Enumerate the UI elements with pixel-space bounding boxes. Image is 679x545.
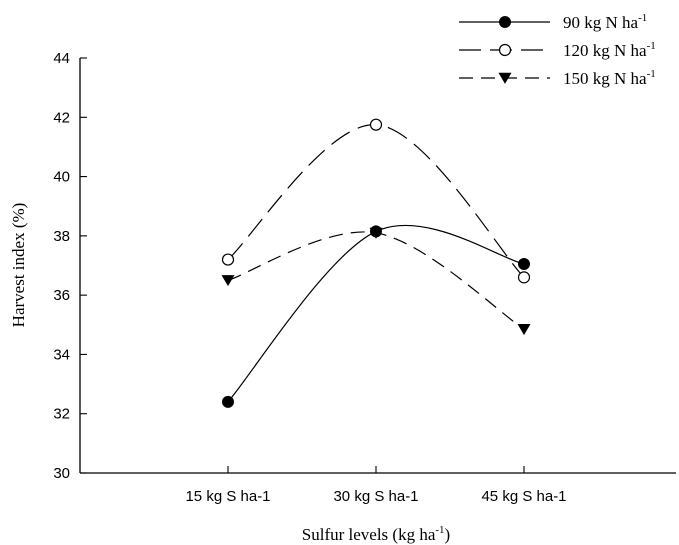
legend-label-3: 150 kg N ha-1 [563,68,656,88]
x-axis-label-sup: -1 [435,524,444,536]
data-point-series-3 [517,324,531,336]
legend-marker-1 [499,16,511,28]
tick-labels: 30 32 34 36 38 40 42 44 15 kg S ha-1 30 kg S ha-1… [53,50,566,505]
data-point-series-1 [222,395,234,408]
data-point-series-1 [518,258,530,271]
legend-label-1: 90 kg N ha-1 [563,12,647,32]
y-axis-label: Harvest index (%) [9,203,28,328]
y-tick-label: 38 [53,228,70,245]
y-tick-label: 36 [53,287,70,304]
series-line-3 [227,231,525,330]
x-axis-label: Sulfur levels (kg ha-1) [302,524,450,544]
x-tick-label: 30 kg S ha-1 [333,488,418,505]
axes [79,57,676,474]
data-point-series-3 [369,227,383,239]
x-axis-label-main: Sulfur levels (kg ha [302,525,436,544]
data-point-series-3 [221,275,235,287]
x-axis-label-suffix: ) [445,525,451,544]
data-point-series-2 [517,271,531,284]
y-tick-label: 40 [53,169,70,186]
legend-marker-3 [498,72,512,84]
data-point-series-2 [221,253,235,266]
x-tick-label: 45 kg S ha-1 [481,488,566,505]
data-point-series-2 [369,118,383,131]
legend: 90 kg N ha-1 120 kg N ha-1 150 kg N ha-1 [459,12,656,88]
x-tick-label: 15 kg S ha-1 [185,488,270,505]
series-lines [227,124,525,403]
y-tick-label: 32 [53,406,70,423]
y-tick-label: 30 [53,465,70,482]
series-markers [221,118,531,408]
legend-label-2: 120 kg N ha-1 [563,40,656,60]
legend-marker-2 [498,43,512,57]
y-tick-label: 42 [53,109,70,126]
series-line-1 [227,224,525,403]
series-line-2 [227,124,525,278]
y-tick-label: 34 [53,346,70,363]
y-tick-label: 44 [53,50,70,67]
